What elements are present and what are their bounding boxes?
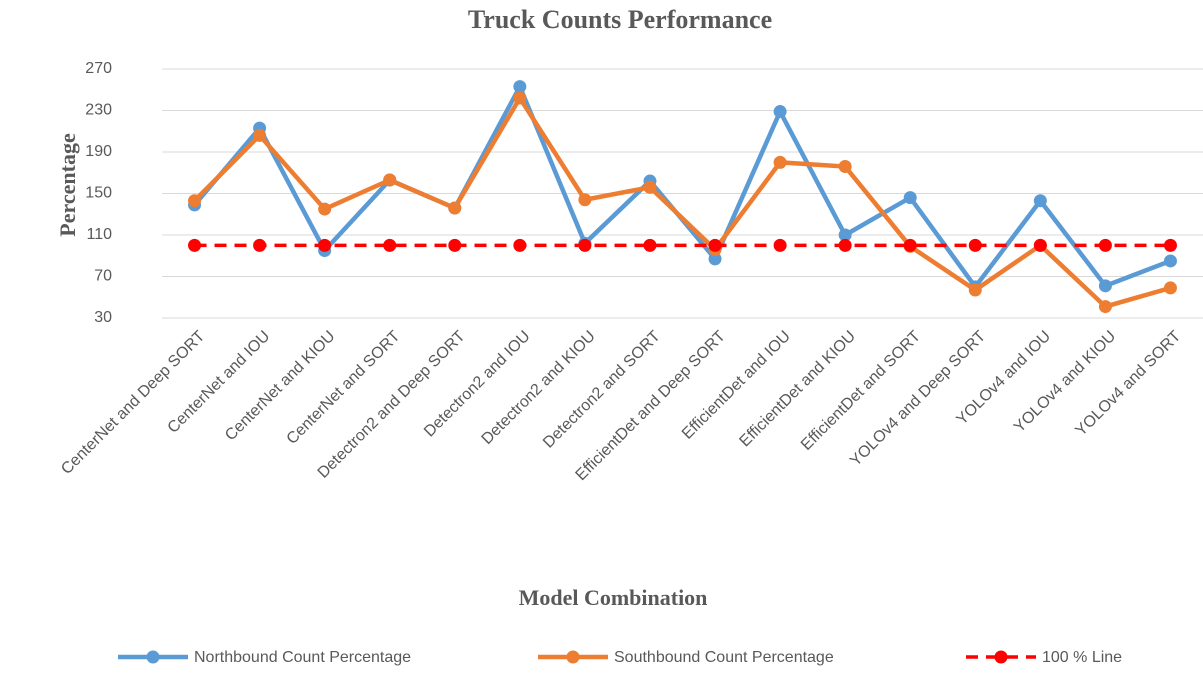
point [838, 238, 852, 252]
x-tick-label: CenterNet and KIOU [222, 328, 338, 444]
point [838, 228, 852, 242]
point [188, 238, 202, 252]
chart-title: Truck Counts Performance [468, 5, 772, 34]
y-tick-label: 190 [85, 143, 112, 160]
y-tick-label: 30 [94, 309, 112, 326]
x-axis-label: Model Combination [519, 585, 708, 610]
y-tick-label: 230 [85, 102, 112, 119]
point [708, 252, 722, 266]
point [318, 202, 332, 216]
point [188, 194, 202, 208]
legend-label: Southbound Count Percentage [614, 649, 834, 666]
point [1163, 254, 1177, 268]
point [838, 160, 852, 174]
x-tick-label: EfficientDet and IOU [679, 328, 794, 443]
point [1098, 279, 1112, 293]
point [253, 128, 267, 142]
legend-label: Northbound Count Percentage [194, 649, 411, 666]
legend-marker [146, 650, 160, 664]
y-tick-label: 110 [86, 226, 112, 243]
point [903, 238, 917, 252]
legend-marker [566, 650, 580, 664]
point [1163, 238, 1177, 252]
point [643, 238, 657, 252]
point [773, 155, 787, 169]
point [1098, 300, 1112, 314]
point [383, 238, 397, 252]
point [968, 283, 982, 297]
x-tick-label: CenterNet and SORT [284, 328, 404, 448]
point [1163, 281, 1177, 295]
series-line [192, 93, 1172, 310]
point [968, 238, 982, 252]
point [903, 191, 917, 205]
point [448, 238, 462, 252]
x-tick-label: YOLOv4 and Deep SORT [847, 328, 989, 470]
x-tick-label: Detectron2 and IOU [421, 328, 534, 441]
legend-label: 100 % Line [1042, 649, 1122, 666]
point [1098, 238, 1112, 252]
point [643, 180, 657, 194]
point [773, 105, 787, 119]
point [513, 91, 527, 105]
point [773, 238, 787, 252]
y-tick-label: 270 [85, 60, 112, 77]
x-tick-label: EfficientDet and KIOU [736, 328, 859, 451]
y-axis-label: Percentage [55, 133, 80, 237]
y-tick-label: 150 [85, 185, 112, 202]
point [253, 238, 267, 252]
point [513, 80, 527, 94]
legend-marker [994, 650, 1008, 664]
point [1033, 194, 1047, 208]
point [578, 238, 592, 252]
x-tick-label: EfficientDet and SORT [798, 328, 924, 454]
point [1033, 238, 1047, 252]
y-tick-label: 70 [94, 268, 112, 285]
point [318, 238, 332, 252]
point [578, 193, 592, 207]
x-tick-label: Detectron2 and SORT [540, 328, 664, 452]
point [708, 238, 722, 252]
x-tick-label: Detectron2 and KIOU [479, 328, 599, 448]
point [448, 201, 462, 215]
point [383, 173, 397, 187]
point [513, 238, 527, 252]
